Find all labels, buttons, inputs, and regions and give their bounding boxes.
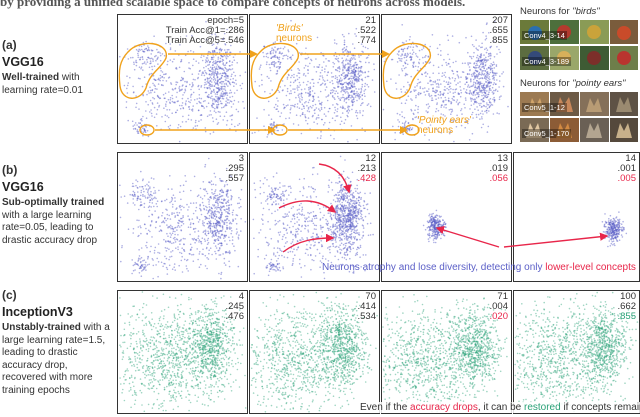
row-a-panel-3: 207.655.855: [381, 14, 512, 144]
point-cloud: [119, 20, 247, 143]
row-a-letter: (a): [2, 38, 17, 52]
row-a-model: VGG16: [2, 55, 44, 69]
row-b-note: Neurons atrophy and lose diversity, dete…: [322, 262, 636, 273]
row-a-panel-1-stats: epoch=5 Train Acc@1=.286 Train Acc@5=.54…: [165, 15, 244, 46]
row-a-birds-outline-2: [250, 42, 299, 99]
point-cloud: [251, 19, 376, 143]
row-c-panel-3-stats: 71.004.020: [489, 291, 509, 322]
row-b-shift-arrows: [278, 163, 609, 253]
point-cloud: [601, 211, 628, 248]
row-b-panel-1-stats: 3.295.557: [225, 153, 245, 184]
row-b-panel-4-stats: 14.001.005: [617, 153, 637, 184]
row-c-note: Even if the accuracy drops, it can be re…: [358, 402, 640, 413]
point-cloud: [119, 291, 247, 413]
row-a-birds-outline-3: [382, 42, 431, 99]
row-c-panel-1-stats: 4.245.476: [225, 291, 245, 322]
row-a-birds-outline-1: [118, 42, 167, 99]
row-c-panel-2: 70.414.534: [249, 290, 380, 414]
row-c-panel-4-stats: 100.662.855: [617, 291, 637, 322]
birds-tag-1: Conv4_3-14: [522, 31, 567, 40]
row-a-birds-label: 'Birds' neurons: [276, 23, 313, 44]
row-c-description: Unstably-trained with a large learning r…: [2, 322, 110, 396]
row-b-letter: (b): [2, 163, 18, 177]
row-c-panel-4: 100.662.855: [513, 290, 640, 414]
birds-thumbnails-title: Neurons for "birds": [520, 6, 600, 17]
row-b-panel-2: 12.213.428: [249, 152, 380, 282]
ears-image-grid: [520, 92, 638, 142]
point-cloud: [250, 291, 378, 413]
row-a-panel-2: 21.522.774: [249, 14, 380, 144]
row-a-panel-3-stats: 207.655.855: [489, 15, 509, 46]
row-b-panel-3: 13.019.056: [381, 152, 512, 282]
row-b-description: Sub-optimally trained with a large learn…: [2, 197, 105, 246]
point-cloud: [422, 209, 448, 244]
row-a-panel-2-stats: 21.522.774: [357, 15, 377, 46]
birds-thumbnails: Conv4_3-14 Conv4_3-189: [520, 20, 638, 70]
row-c-panel-3: 71.004.020: [381, 290, 512, 414]
birds-tag-2: Conv4_3-189: [522, 57, 572, 66]
row-a-ears-label: 'Pointy ears' neurons: [417, 115, 471, 136]
row-c-panel-2-stats: 70.414.534: [357, 291, 377, 322]
row-c-letter: (c): [2, 288, 17, 302]
row-b-panel-4: 14.001.005: [513, 152, 640, 282]
row-b-model: VGG16: [2, 180, 44, 194]
row-a-description: Well-trained with learning rate=0.01: [2, 72, 83, 96]
row-c-model: InceptionV3: [2, 305, 73, 319]
ears-tag-2: Conv5_1-170: [522, 129, 572, 138]
figure-caption-fragment: by providing a unified scalable space to…: [0, 0, 466, 9]
row-a-ears-outline-1: [139, 124, 155, 136]
birds-image-grid: [520, 20, 638, 70]
point-cloud: [119, 157, 247, 280]
row-b-panel-1: 3.295.557: [117, 152, 248, 282]
point-cloud: [252, 155, 374, 280]
ears-thumbnails-title: Neurons for "pointy ears": [520, 78, 626, 89]
row-b-panel-3-stats: 13.019.056: [489, 153, 509, 184]
row-a-panel-1: epoch=5 Train Acc@1=.286 Train Acc@5=.54…: [117, 14, 248, 144]
point-cloud: [382, 294, 508, 413]
ears-thumbnails: Conv5_1-12 Conv5_1-170: [520, 92, 638, 142]
row-b-panel-2-stats: 12.213.428: [357, 153, 377, 184]
point-cloud: [382, 20, 509, 143]
row-a-cluster-annotations: [118, 42, 431, 136]
row-c-panel-1: 4.245.476: [117, 290, 248, 414]
ears-tag-1: Conv5_1-12: [522, 103, 567, 112]
